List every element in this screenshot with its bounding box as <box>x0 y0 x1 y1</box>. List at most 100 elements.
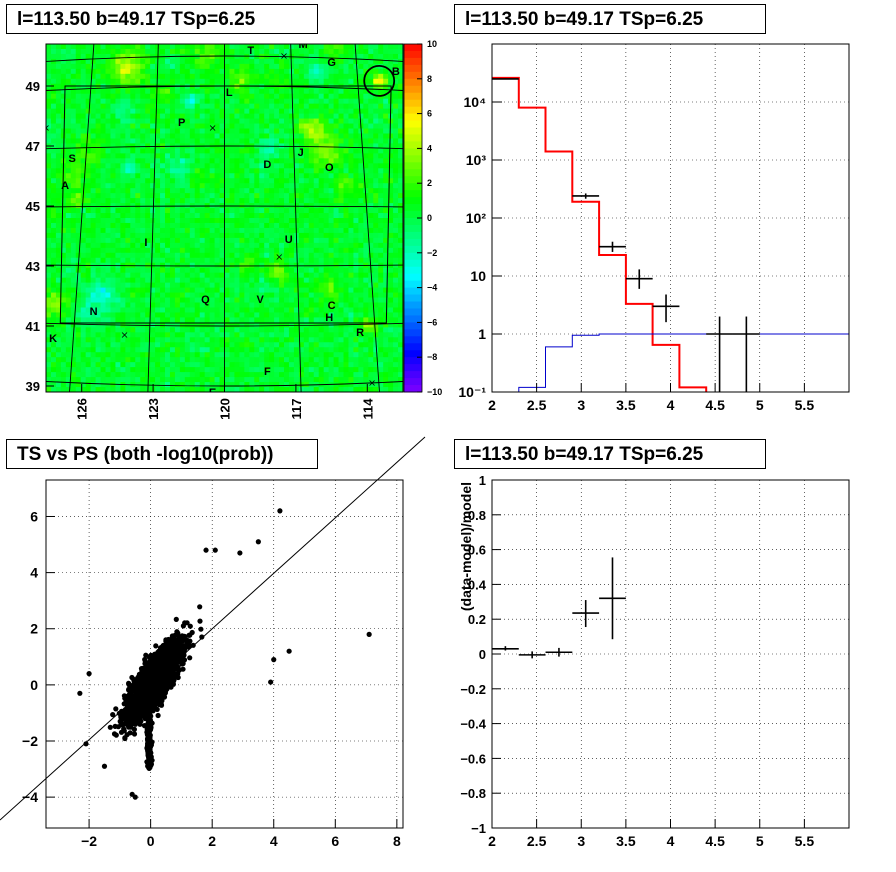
scatter-outlier-13 <box>77 690 83 696</box>
residual-x-tick-label: 4 <box>667 833 675 849</box>
residual-data-point-4 <box>599 557 626 640</box>
colorbar-tick-label: −4 <box>427 283 437 293</box>
scatter-outlier-0 <box>277 508 283 514</box>
residual-y-axis-label: (data-model)/model <box>458 482 474 611</box>
spectrum-y-ticks: 10⁻¹ 1 10 10² 10³ 10⁴ <box>458 94 502 400</box>
residual-y-ticks: −1 −0.8 −0.6 −0.4 −0.2 0 0.2 0.4 0.6 0.8 1 <box>460 473 501 836</box>
source-label-l: L <box>226 87 233 99</box>
scatter-outlier-8 <box>271 657 277 663</box>
spectrum-panel: 2 2.5 3 3.5 4 4.5 5 5.5 10⁻¹ 1 10 10² 10³ 10⁴ <box>458 43 850 413</box>
spectrum-grid <box>492 44 849 392</box>
spectrum-x-tick-label: 3.5 <box>616 397 636 413</box>
source-label-b: B <box>392 66 400 78</box>
skymap-y-tick-label: 39 <box>26 379 40 394</box>
scatter-y-ticks: −4 −2 0 2 4 6 <box>22 508 55 805</box>
scatter-outlier-6 <box>286 648 292 654</box>
residual-y-tick-label: 0 <box>479 647 486 662</box>
residual-y-tick-label: −0.2 <box>460 682 486 697</box>
source-label-v: V <box>257 294 265 306</box>
source-label-m: M <box>298 39 307 51</box>
skymap-markers <box>46 53 375 386</box>
scatter-x-tick-label: 2 <box>208 833 216 849</box>
source-label-j: J <box>298 147 304 159</box>
scatter-y-tick-label: 0 <box>30 677 38 693</box>
skymap-y-tick-label: 47 <box>26 139 40 154</box>
scatter-x-tick-label: −2 <box>81 833 97 849</box>
scatter-x-tick-label: 8 <box>393 833 401 849</box>
colorbar-tick-label: 6 <box>427 109 432 119</box>
scatter-outlier-14 <box>86 671 92 677</box>
residual-y-tick-label: 0.4 <box>468 577 487 592</box>
source-label-u: U <box>285 234 293 246</box>
scatter-point-cloud <box>107 604 205 772</box>
scatter-outlier-1 <box>255 539 261 545</box>
skymap-title: l=113.50 b=49.17 TSp=6.25 <box>6 4 318 34</box>
scatter-outlier-3 <box>203 547 209 553</box>
scatter-y-tick-label: −4 <box>22 789 38 805</box>
source-label-k: K <box>49 333 57 345</box>
source-label-q: Q <box>201 294 210 306</box>
spectrum-x-ticks: 2 2.5 3 3.5 4 4.5 5 5.5 <box>488 383 814 413</box>
residual-x-ticks: 2 2.5 3 3.5 4 4.5 5 5.5 <box>488 819 814 849</box>
source-label-g: G <box>327 57 336 69</box>
spectrum-data-point-1 <box>572 193 600 199</box>
skymap-y-tick-label: 41 <box>26 319 40 334</box>
spectrum-x-tick-label: 4.5 <box>705 397 725 413</box>
residual-y-tick-label: 0.8 <box>468 508 486 523</box>
spectrum-data-point-3 <box>625 269 653 289</box>
colorbar-tick-label: 2 <box>427 178 432 188</box>
residual-y-tick-label: −0.4 <box>460 717 486 732</box>
model-total-line <box>492 76 708 392</box>
skymap-source-labels: T M G B L P S J D O A I U Q V N CH R K F E <box>49 39 400 399</box>
residual-y-tick-label: 0.2 <box>468 612 486 627</box>
residual-title: l=113.50 b=49.17 TSp=6.25 <box>454 439 766 469</box>
source-label-f: F <box>264 366 271 378</box>
colorbar-tick-label: −6 <box>427 317 437 327</box>
scatter-y-tick-label: 2 <box>30 621 38 637</box>
scatter-grid <box>46 480 403 828</box>
source-label-r: R <box>356 327 364 339</box>
spectrum-x-tick-label: 5 <box>756 397 764 413</box>
colorbar-tick-label: 0 <box>427 213 432 223</box>
scatter-x-tick-label: 4 <box>270 833 278 849</box>
scatter-outlier-2 <box>237 550 243 556</box>
source-label-t: T <box>247 45 254 57</box>
spectrum-y-tick-label: 10⁴ <box>464 94 487 110</box>
spectrum-y-tick-label: 10 <box>470 268 486 284</box>
residual-x-tick-label: 4.5 <box>705 833 725 849</box>
residual-y-tick-label: 0.6 <box>468 543 486 558</box>
skymap-y-tick-label: 43 <box>26 259 40 274</box>
spectrum-y-tick-label: 1 <box>478 326 486 342</box>
residual-data-point-2 <box>545 647 573 657</box>
scatter-outlier-12 <box>132 794 138 800</box>
colorbar-tick-label: 8 <box>427 74 432 84</box>
source-label-i: I <box>144 237 147 249</box>
residual-x-tick-label: 3 <box>577 833 585 849</box>
colorbar: 10 8 6 4 2 0 −2 −4 −6 −8 −10 <box>403 39 442 397</box>
source-label-d: D <box>263 159 271 171</box>
spectrum-x-tick-label: 2.5 <box>527 397 547 413</box>
source-label-s: S <box>69 153 76 165</box>
source-label-c: C <box>328 300 336 312</box>
source-label-e: E <box>209 387 216 399</box>
skymap-x-ticks: 126 123 120 117 114 <box>75 384 375 420</box>
skymap-x-tick-label: 120 <box>218 398 233 420</box>
residual-panel: 2 2.5 3 3.5 4 4.5 5 5.5 −1 −0.8 −0.6 −0.4 −0.2 0 0.2 0.… <box>458 473 850 849</box>
scatter-outlier-5 <box>366 631 372 637</box>
spectrum-title: l=113.50 b=49.17 TSp=6.25 <box>454 4 766 34</box>
residual-y-tick-label: 1 <box>479 473 486 488</box>
scatter-outlier-10 <box>101 763 108 769</box>
residual-data-point-1 <box>518 651 546 659</box>
scatter-outlier-9 <box>83 741 89 747</box>
scatter-title: TS vs PS (both -log10(prob)) <box>6 439 318 469</box>
spectrum-x-tick-label: 5.5 <box>795 397 815 413</box>
scatter-frame <box>45 479 404 829</box>
scatter-panel: −2 0 2 4 6 8 −4 −2 0 2 4 6 <box>0 436 426 849</box>
residual-x-tick-label: 5 <box>756 833 764 849</box>
source-label-n: N <box>90 306 98 318</box>
scatter-outlier-4 <box>212 547 218 553</box>
residual-y-tick-label: −1 <box>471 821 486 836</box>
spectrum-data-point-6 <box>732 316 760 392</box>
residual-x-tick-label: 3.5 <box>616 833 636 849</box>
